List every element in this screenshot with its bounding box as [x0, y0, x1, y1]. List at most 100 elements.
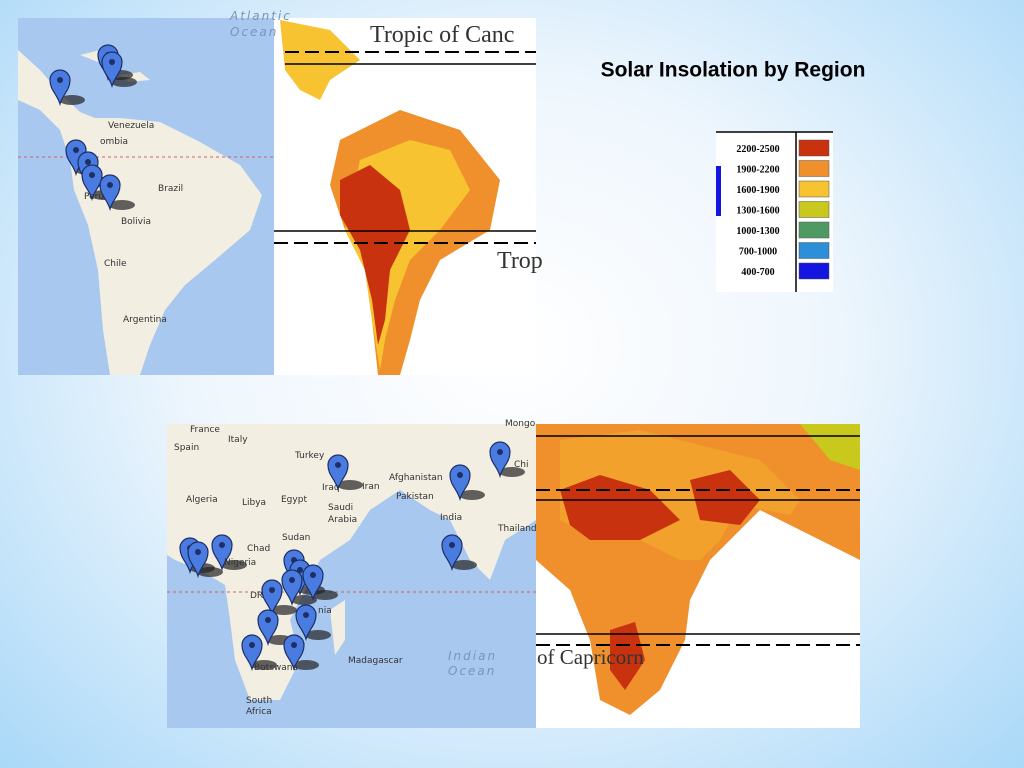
legend: 2200-2500 1900-2200 1600-1900 1300-1600 1000… [716, 131, 833, 300]
place-label: South [246, 696, 272, 706]
place-label: Iran [362, 482, 380, 492]
pin-dot [107, 182, 113, 188]
pin-shadow [459, 490, 485, 500]
map-label: Tropic of Canc [370, 22, 514, 48]
labels: Atlantic Ocean Venezuela ombia Brazil Peru Bol… [84, 9, 644, 717]
legend-swatch [798, 139, 830, 157]
legend-swatch [798, 242, 830, 259]
map-label: of Capricorn [537, 645, 644, 669]
pin-shadow [451, 560, 477, 570]
pin-dot [335, 462, 341, 468]
legend-swatch [798, 221, 830, 239]
legend-label: 1000-1300 [736, 226, 779, 237]
place-label: Iraq [322, 483, 340, 493]
pin-dot [297, 567, 303, 573]
pin-dot [289, 577, 295, 583]
place-label: Argentina [123, 315, 167, 325]
place-label: ombia [100, 137, 128, 147]
pin [211, 534, 233, 572]
pin-dot [89, 172, 95, 178]
slide-title: Solar Insolation by Region [601, 59, 866, 82]
place-label: Pakistan [396, 492, 434, 502]
pin-dot [269, 587, 275, 593]
place-label: Egypt [281, 495, 307, 505]
pin [101, 51, 123, 89]
pin-dot [303, 612, 309, 618]
map-label: Trop [497, 248, 543, 274]
pin-dot [73, 147, 79, 153]
legend-swatch [798, 160, 830, 177]
place-label: Arabia [328, 515, 357, 525]
place-label: Indian [448, 649, 497, 663]
pin-dot [109, 59, 115, 65]
pin [81, 164, 103, 202]
pin-shadow [337, 480, 363, 490]
legend-swatch [798, 262, 830, 280]
place-label: Spain [174, 443, 199, 453]
pin-shadow [293, 660, 319, 670]
pin-dot [249, 642, 255, 648]
place-label: Madagascar [348, 656, 403, 666]
pin-dot [195, 549, 201, 555]
pin-shadow [109, 200, 135, 210]
pin-dot [457, 472, 463, 478]
pin [441, 534, 463, 572]
place-label: Nigeria [224, 558, 256, 568]
place-label: Thailand [497, 524, 537, 534]
pins [49, 44, 525, 672]
pin [295, 604, 317, 642]
place-label: Chad [247, 544, 270, 554]
pin [257, 609, 279, 647]
place-label: Atlantic [229, 9, 292, 23]
place-label: nia [318, 606, 332, 616]
place-label: Brazil [158, 184, 183, 194]
place-label: Chi [514, 460, 529, 470]
place-label: Libya [242, 498, 266, 508]
pin-shadow [312, 590, 338, 600]
place-label: Italy [228, 435, 248, 445]
pin [99, 174, 121, 212]
pin [327, 454, 349, 492]
africa-insolation [536, 424, 860, 728]
place-label: Chile [104, 259, 127, 269]
pin [302, 564, 324, 602]
place-label: Ocean [448, 664, 496, 678]
place-label: Turkey [294, 451, 325, 461]
legend-label: 1300-1600 [736, 206, 779, 217]
legend-swatch [798, 180, 830, 198]
legend-label: 1900-2200 [736, 165, 779, 176]
pin-shadow [271, 605, 297, 615]
pin-dot [291, 642, 297, 648]
pin-dot [265, 617, 271, 623]
legend-label: 400-700 [741, 267, 774, 278]
place-label: Afghanistan [389, 473, 443, 483]
pin-dot [57, 77, 63, 83]
pin-shadow [111, 77, 137, 87]
legend-label: 2200-2500 [736, 144, 779, 155]
legend-swatch [798, 201, 830, 218]
pin [187, 541, 209, 579]
place-label: France [190, 425, 220, 435]
pin-shadow [197, 567, 223, 577]
pin-shadow [251, 660, 277, 670]
pin-dot [219, 542, 225, 548]
pin [261, 579, 283, 617]
pin-shadow [305, 630, 331, 640]
place-label: India [440, 513, 462, 523]
legend-label: 700-1000 [739, 247, 777, 258]
pin-shadow [221, 560, 247, 570]
pin [283, 634, 305, 672]
place-label: Peru [84, 192, 104, 202]
place-label: Africa [246, 707, 272, 717]
pin [449, 464, 471, 502]
place-label: Ocean [230, 25, 278, 39]
africa-map [167, 424, 536, 728]
pin [489, 441, 511, 479]
place-label: Botswana [254, 663, 298, 673]
legend-label: 1600-1900 [736, 185, 779, 196]
pin-dot [449, 542, 455, 548]
pin-shadow [499, 467, 525, 477]
pin-shadow [291, 595, 317, 605]
pin-dot [310, 572, 316, 578]
